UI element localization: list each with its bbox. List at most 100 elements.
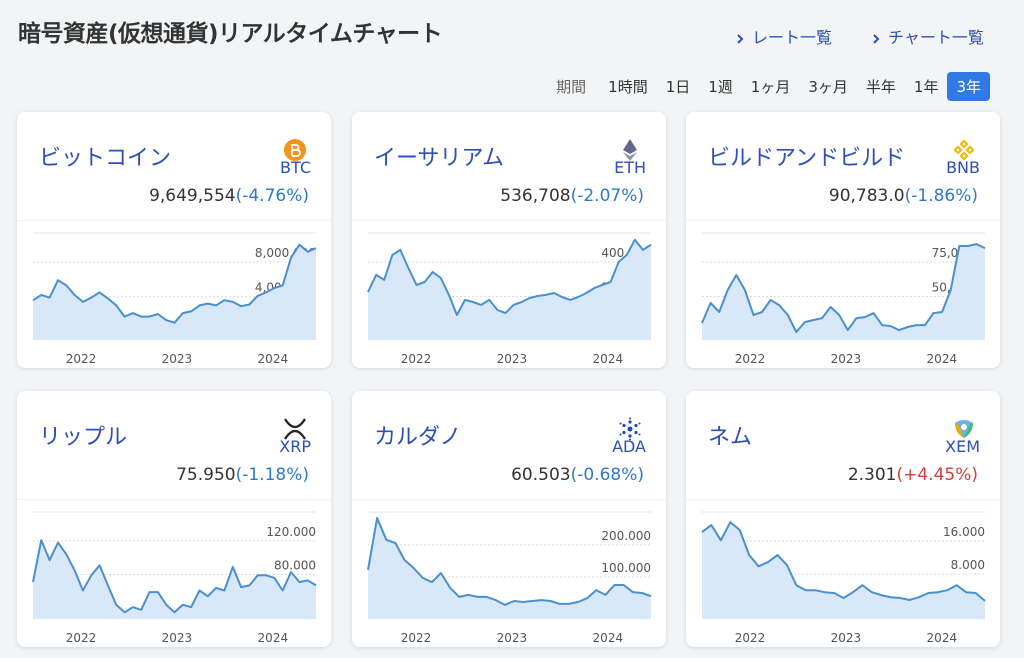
y-tick-label: 120.000 (266, 525, 316, 539)
price-line (701, 521, 986, 602)
price-line (367, 517, 652, 606)
price-line (32, 243, 317, 324)
x-tick-label: 2023 (497, 352, 528, 366)
price-chart: 8.000 16.000 2022 2023 2024 (686, 499, 1000, 645)
period-option[interactable]: 1日 (665, 78, 691, 96)
price-area (702, 522, 985, 619)
coin-symbol: ETH (614, 158, 646, 177)
period-selector: 期間 1時間 1日 1週 1ヶ月 3ヶ月 半年 1年 3年 (547, 72, 990, 101)
change: (+4.45%) (896, 465, 978, 485)
coin-icon (953, 139, 975, 161)
coin-name: ビットコイン (39, 146, 172, 171)
link-text: レート一覧 (752, 28, 833, 47)
x-tick-label: 2023 (831, 631, 862, 645)
coin-symbol: BNB (946, 158, 980, 177)
coin-icon (284, 139, 306, 161)
x-tick-label: 2022 (66, 352, 97, 366)
crypto-card[interactable]: ネム XEM 2.301(+4.45%) 8.000 16.000 2022 2023 202… (686, 391, 1000, 647)
x-tick-label: 2024 (258, 631, 289, 645)
x-tick-label: 2023 (831, 352, 862, 366)
change: (-1.86%) (904, 186, 978, 206)
price-line: 90,783.0(-1.86%) (829, 186, 978, 206)
x-tick-label: 2023 (162, 631, 193, 645)
price-area (368, 518, 651, 619)
price: 90,783.0 (828, 186, 905, 206)
x-tick-label: 2024 (927, 631, 958, 645)
change: (-1.18%) (235, 465, 309, 485)
coin-name: カルダノ (374, 425, 462, 450)
y-tick-label: 100.000 (601, 561, 651, 575)
price-line: 60.503(-0.68%) (511, 465, 644, 485)
x-tick-label: 2023 (497, 631, 528, 645)
y-tick-label: 16.000 (943, 525, 985, 539)
price-area (368, 239, 651, 340)
price: 60.503 (511, 465, 571, 485)
crypto-card[interactable]: イーサリアムETH536,708(-2.07%)--200,000400,000… (352, 112, 666, 368)
chevron (737, 33, 744, 44)
price-line: 2.301(+4.45%) (848, 465, 978, 485)
price-line: 536,708(-2.07%) (500, 186, 644, 206)
price: 75.950 (176, 465, 236, 485)
price-area (33, 244, 316, 340)
price: 2.301 (847, 465, 897, 485)
rate-link[interactable]: レート一覧 (736, 24, 832, 48)
period-option[interactable]: 1ヶ月 (750, 78, 791, 96)
price-line (367, 238, 652, 316)
y-tick-label: 8.000 (951, 558, 985, 572)
price-chart: 100.000 200.000 2022 2023 2024 (352, 499, 666, 645)
change: (-0.68%) (570, 465, 644, 485)
price-area (33, 540, 316, 619)
x-tick-label: 2024 (927, 352, 958, 366)
y-tick-label: 80.000 (274, 558, 316, 572)
period-option[interactable]: 半年 (865, 78, 896, 96)
x-tick-label: 2022 (401, 352, 432, 366)
period-option[interactable]: 1週 (708, 78, 733, 96)
period-option[interactable]: 3年 (947, 72, 990, 101)
chevron (873, 33, 880, 44)
x-tick-label: 2023 (162, 352, 193, 366)
period-label: 期間 (556, 78, 587, 96)
x-tick-label: 2024 (593, 352, 624, 366)
x-tick-label: 2022 (66, 631, 97, 645)
crypto-card[interactable]: リップルXRP75.950(-1.18%)40.00080.000120.000… (17, 391, 331, 647)
x-tick-label: 2022 (735, 352, 766, 366)
page-title: 暗号資産(仮想通貨)リアルタイムチャート (18, 21, 443, 47)
y-tick-label: 200.000 (601, 529, 651, 543)
crypto-card[interactable]: ビルドアンドビルドBNB90,783.0(-1.86%)25,000.050,0… (686, 112, 1000, 368)
x-tick-label: 2022 (735, 631, 766, 645)
x-tick-label: 2024 (258, 352, 289, 366)
price-line: 75.950(-1.18%) (176, 465, 309, 485)
coin-name: リップル (39, 425, 128, 450)
period-option[interactable]: 3ヶ月 (808, 78, 848, 96)
period-option[interactable]: 1時間 (608, 78, 648, 96)
price-line (32, 539, 317, 614)
coin-icon (284, 418, 306, 440)
coin-icon (623, 139, 637, 161)
x-tick-label: 2022 (401, 631, 432, 645)
price-line (701, 243, 986, 333)
coin-name: ネム (708, 425, 753, 450)
change: (-2.07%) (570, 186, 644, 206)
coin-name: ビルドアンドビルド (708, 146, 906, 171)
coin-icon (619, 417, 641, 441)
price: 536,708 (500, 186, 571, 206)
period-option[interactable]: 1年 (913, 78, 939, 96)
coin-symbol: XRP (279, 437, 311, 456)
coin-name: イーサリアム (374, 146, 505, 171)
price-area (702, 244, 985, 340)
coin-icon (955, 420, 973, 438)
coin-symbol: ADA (612, 437, 646, 456)
coin-symbol: XEM (945, 437, 980, 456)
change: (-4.76%) (235, 186, 309, 206)
x-tick-label: 2024 (593, 631, 624, 645)
crypto-card[interactable]: カルダノ ADA 60.503(-0.68%) 100.000 200.000 2022 2… (352, 391, 666, 647)
crypto-card[interactable]: ビットコインBTC9,649,554(-4.76%)--4,000,0008,0… (17, 112, 331, 368)
coin-symbol: BTC (280, 158, 311, 177)
price: 9,649,554 (149, 186, 236, 206)
chart-link[interactable]: チャート一覧 (872, 24, 984, 48)
